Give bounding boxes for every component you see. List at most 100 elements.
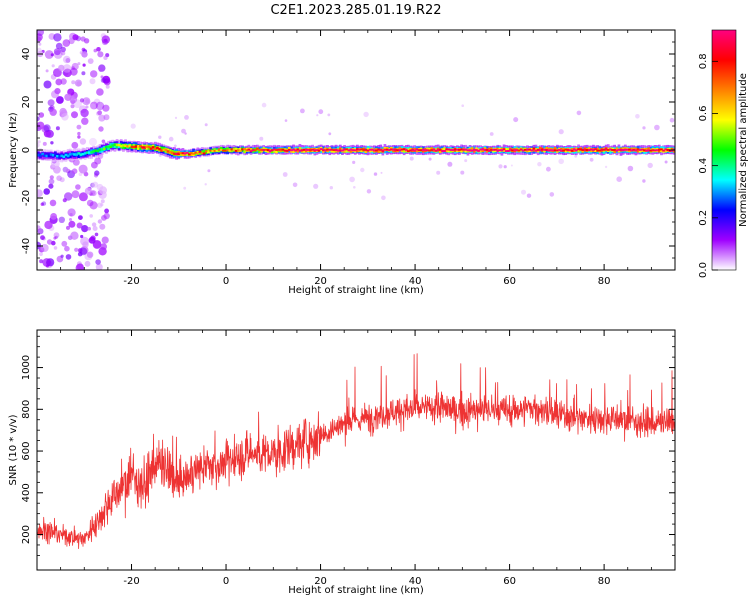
ridge-cell (94, 150, 98, 156)
ridge-cell (462, 148, 465, 151)
ridge-cell (83, 152, 87, 155)
ridge-cell (507, 150, 510, 152)
noise-blob (42, 258, 51, 267)
ridge-cell (600, 148, 604, 151)
noise-blob (62, 64, 72, 73)
ridge-cell (362, 148, 366, 151)
ridge-cell (219, 148, 223, 151)
ridge-cell (624, 148, 627, 151)
ridge-cell (134, 145, 138, 148)
ridge-cell (115, 143, 119, 147)
ridge-cell (277, 148, 280, 151)
ridge-cell (481, 148, 485, 151)
noise-blob (69, 95, 78, 104)
ridge-cell (143, 146, 146, 149)
ridge-cell (596, 149, 599, 152)
noise-blob (460, 170, 465, 175)
ridge-cell (207, 149, 210, 154)
noise-blob (48, 178, 55, 185)
ridge-cell (124, 144, 127, 147)
noise-blob (40, 244, 49, 252)
ridge-cell (615, 149, 619, 152)
ridge-cell (568, 149, 572, 152)
ridge-cell (62, 155, 66, 158)
ridge-cell (122, 144, 125, 147)
ridge-cell (368, 148, 372, 151)
ridge-cell (275, 149, 278, 154)
noise-blob (95, 101, 105, 111)
ridge-cell (226, 149, 229, 152)
noise-blob (93, 48, 98, 53)
ridge-cell (492, 148, 495, 151)
ridge-cell (339, 147, 342, 152)
noise-blob (546, 166, 551, 172)
ridge-cell (183, 152, 187, 155)
noise-blob (98, 247, 107, 256)
noise-blob (284, 119, 288, 122)
ridge-cell (534, 149, 538, 152)
y-tick-label: 1000 (21, 355, 32, 380)
ridge-cell (41, 152, 44, 156)
ridge-cell (347, 149, 351, 152)
ridge-cell (54, 154, 57, 157)
ridge-cell (307, 148, 310, 151)
noise-blob (104, 38, 108, 42)
ridge-cell (473, 148, 476, 151)
spectrogram-y-label: Frequency (Hz) (8, 112, 19, 188)
ridge-cell (524, 148, 527, 151)
ridge-cell (179, 152, 183, 155)
noise-blob (77, 131, 81, 136)
noise-blob (61, 113, 69, 121)
ridge-cell (105, 145, 108, 151)
ridge-cell (64, 153, 68, 157)
noise-blob (92, 226, 98, 231)
x-tick-label: 60 (503, 576, 516, 587)
ridge-cell (181, 152, 185, 155)
ridge-cell (621, 149, 625, 151)
noise-blob (436, 170, 441, 175)
noise-blob (318, 109, 324, 115)
noise-blob (69, 67, 78, 76)
noise-blob (635, 114, 640, 119)
noise-blob (49, 175, 54, 180)
noise-blob (56, 175, 62, 181)
ridge-cell (268, 150, 272, 152)
noise-blob (58, 64, 65, 72)
noise-blob (76, 124, 82, 130)
ridge-cell (205, 150, 208, 153)
ridge-cell (313, 149, 317, 152)
ridge-cell (464, 148, 468, 151)
x-tick-label: 0 (223, 576, 229, 587)
ridge-cell (145, 145, 149, 148)
noise-blob (558, 158, 564, 165)
ridge-cell (194, 151, 198, 154)
ridge-cell (632, 148, 636, 151)
y-tick-label: -40 (21, 238, 32, 254)
ridge-cell (609, 148, 612, 151)
noise-blob (381, 195, 386, 201)
noise-blob (37, 225, 41, 231)
noise-blob (70, 231, 79, 240)
ridge-cell (370, 148, 374, 151)
ridge-cell (413, 149, 417, 152)
ridge-cell (45, 154, 49, 158)
ridge-cell (71, 152, 74, 156)
noise-blob (373, 172, 378, 176)
noise-blob (328, 132, 332, 136)
noise-blob (53, 33, 62, 42)
ridge-cell (292, 149, 295, 153)
ridge-cell (47, 154, 51, 157)
ridge-cell (234, 149, 238, 152)
noise-blob (62, 198, 67, 203)
ridge-cell (94, 149, 98, 152)
noise-blob (89, 237, 93, 241)
ridge-cell (553, 147, 557, 152)
noise-blob (66, 225, 70, 230)
noise-blob (91, 222, 97, 227)
ridge-cell (441, 150, 444, 152)
noise-blob (49, 199, 57, 207)
noise-blob (183, 186, 187, 190)
noise-blob (130, 123, 136, 129)
noise-blob (174, 144, 177, 148)
noise-blob (46, 239, 53, 245)
